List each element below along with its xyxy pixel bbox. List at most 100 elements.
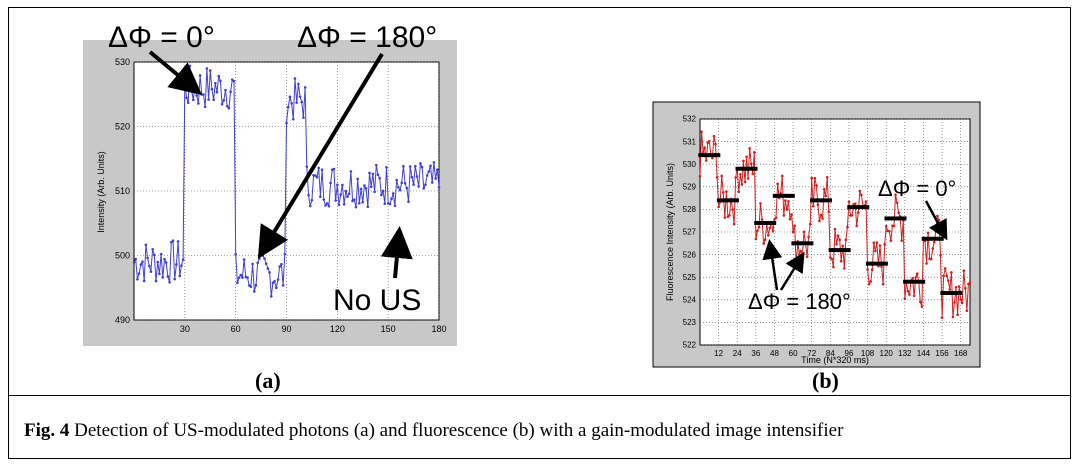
chart-b-data-point [805, 255, 809, 259]
chart-b-mean-bar [847, 205, 870, 210]
chart-b-mean-bar [716, 198, 739, 203]
chart-b-data-point [870, 268, 874, 272]
chart-a-data-point [410, 175, 414, 179]
chart-b-data-point [892, 224, 896, 228]
chart-a-data-point [427, 170, 431, 173]
chart-b-data-point [701, 151, 705, 154]
chart-b-data-point [914, 276, 917, 279]
chart-b-data-point [860, 193, 863, 197]
chart-a-data-point [166, 275, 170, 278]
chart-b-data-point [883, 243, 886, 246]
chart-a-xtick-label: 150 [381, 324, 396, 334]
chart-a-data-point [214, 81, 217, 85]
chart-b-data-point [948, 288, 952, 291]
chart-b-data-point [816, 203, 820, 207]
chart-b-xtick-label: 24 [733, 349, 742, 358]
chart-a-data-point [356, 177, 359, 181]
chart-b-data-point [746, 177, 750, 180]
chart-b-data-point [757, 225, 761, 229]
chart-a-data-point [302, 116, 305, 119]
chart-a-data-point [419, 162, 422, 165]
chart-b-data-point [866, 268, 869, 271]
chart-b-data-point [964, 286, 967, 290]
chart-a-data-point [388, 202, 392, 206]
chart-b-ylabel: Fluorescence Intensity (Arb. Units) [665, 163, 675, 301]
chart-b-data-point [965, 309, 969, 313]
chart-b-data-point [753, 151, 756, 154]
chart-b-ytick-label: 524 [683, 295, 697, 304]
caption-text: Detection of US-modulated photons (a) an… [69, 420, 844, 441]
annotation-b-phase-180-arrow-2 [779, 251, 805, 291]
chart-a-data-point [324, 204, 327, 207]
chart-b-data-point [712, 134, 716, 138]
chart-b-data-point [715, 176, 719, 179]
chart-b-ytick-label: 525 [683, 273, 697, 282]
chart-a-data-point [405, 186, 409, 190]
chart-a-data-point [256, 261, 259, 265]
chart-a-data-point [229, 90, 232, 94]
chart-b-data-point [953, 301, 956, 304]
chart-b-xtick-label: 120 [880, 349, 894, 358]
chart-b-xtick-label: 60 [789, 349, 798, 358]
chart-a-data-point [232, 79, 236, 83]
chart-a-ylabel: Intensity (Arb. Units) [96, 151, 106, 233]
chart-b-data-point [895, 201, 899, 205]
chart-a-data-point [186, 101, 190, 104]
chart-a-data-point [303, 86, 307, 89]
chart-b-xtick-label: 132 [898, 349, 912, 358]
chart-a-data-point [327, 204, 331, 208]
chart-b-data-point [788, 217, 792, 221]
chart-a-data-point [237, 276, 241, 279]
chart-a-data-point [141, 260, 144, 263]
chart-b-data-point [926, 231, 930, 235]
chart-a-data-point [295, 101, 298, 104]
chart-a-data-point [344, 189, 348, 193]
chart-a-data-point [142, 279, 146, 283]
chart-b-ytick-label: 530 [683, 160, 697, 169]
chart-a-data-point [329, 181, 332, 185]
caption-label: Fig. 4 [24, 420, 70, 441]
chart-b-mean-bar [884, 216, 907, 221]
chart-b-data-point [946, 279, 950, 282]
chart-a-data-point [332, 167, 336, 171]
chart-a-data-point [236, 281, 239, 285]
chart-b-data-point [790, 213, 793, 216]
chart-a-data-point [317, 166, 320, 170]
chart-a-data-point [173, 277, 176, 281]
chart-a-data-point [395, 178, 398, 182]
chart-a-data-point [220, 102, 224, 106]
figure-frame [8, 7, 1071, 459]
chart-a-data-point [175, 263, 178, 266]
chart-b-data-point [739, 172, 742, 176]
chart-b-data-point [737, 190, 741, 194]
chart-b-data-point [933, 240, 936, 244]
chart-b-data-point [728, 213, 731, 217]
chart-b-data-point [847, 200, 851, 204]
chart-b-data-point [808, 222, 812, 226]
figure-caption: Fig. 4 Detection of US-modulated photons… [24, 420, 843, 442]
chart-b-data-point [880, 265, 883, 268]
chart-b-data-point [954, 285, 958, 289]
chart-b-data-point [911, 276, 914, 280]
chart-a-data-point [251, 262, 254, 266]
chart-b-data-point [708, 139, 711, 143]
chart-a-data-point [222, 98, 226, 102]
chart-a-data-point [219, 79, 222, 83]
chart-b-data-point [889, 239, 893, 243]
chart-b-data-point [768, 226, 772, 230]
chart-a-xtick-label: 180 [431, 324, 446, 334]
chart-b-data-point [903, 297, 907, 301]
chart-b-mean-bar [772, 193, 795, 198]
chart-b-data-point [881, 282, 885, 286]
chart-a-data-point [134, 257, 137, 261]
chart-a-data-point [181, 258, 185, 261]
chart-b-data-point [912, 294, 916, 298]
annotation-a-phase-180-arrow [257, 52, 384, 259]
chart-b-data-point [815, 184, 818, 187]
annotation-a-phase-180: ΔΦ = 180° [297, 21, 437, 54]
chart-b-xtick-label: 72 [807, 349, 816, 358]
chart-b-ytick-label: 532 [683, 115, 697, 124]
chart-a-data-point [300, 100, 304, 104]
chart-a-data-point [413, 164, 417, 168]
